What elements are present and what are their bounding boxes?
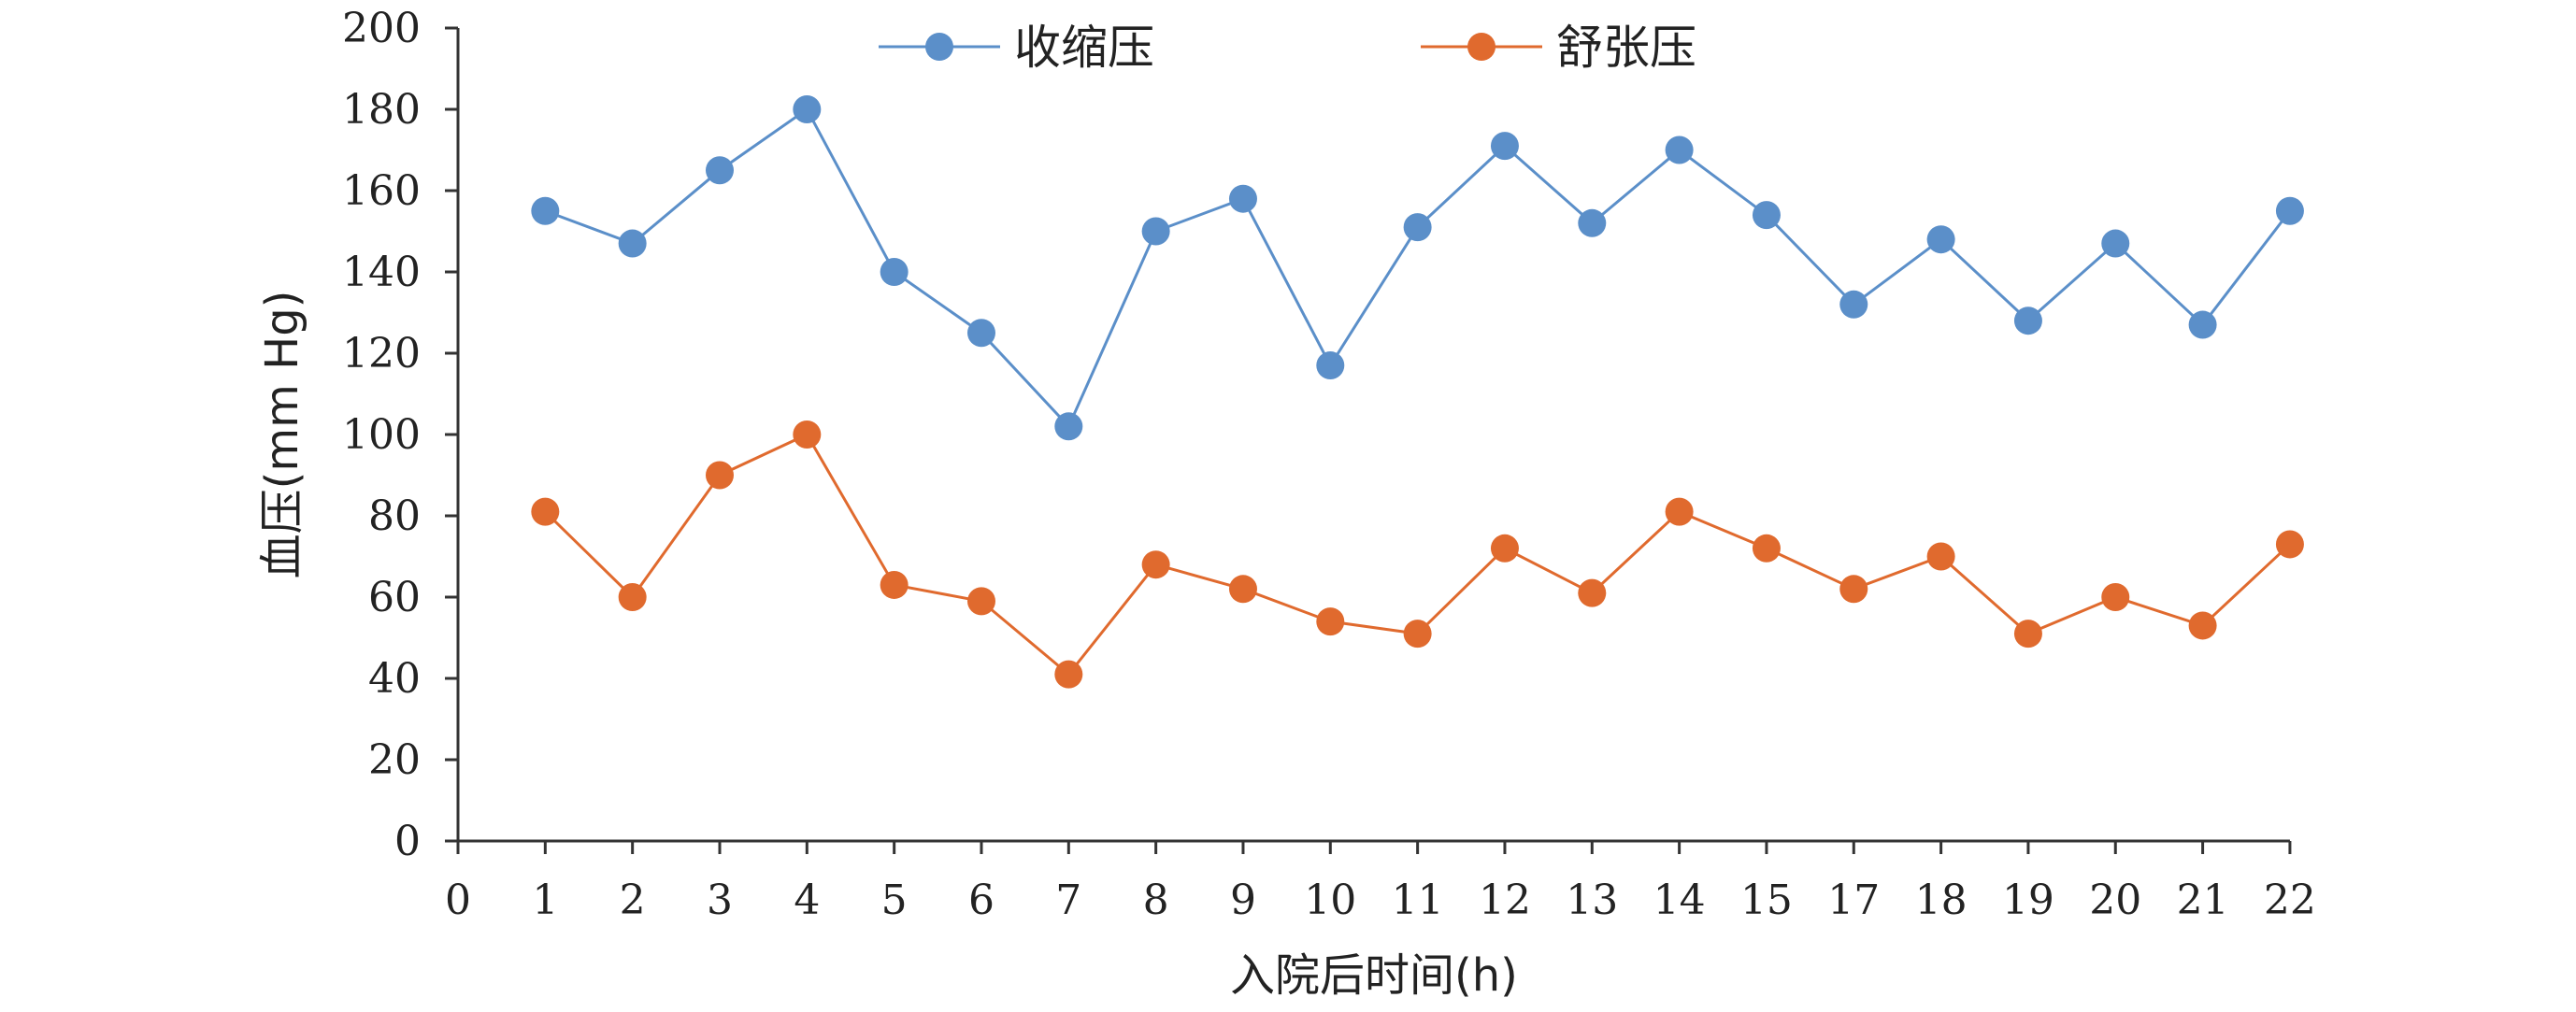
y-tick-label: 20 [368, 736, 421, 784]
y-tick-label: 100 [342, 411, 421, 459]
x-tick-label: 22 [2264, 877, 2316, 924]
x-tick-label: 5 [881, 877, 908, 924]
x-axis-title: 入院后时间(h) [1230, 949, 1518, 1002]
data-point [1054, 660, 1083, 689]
data-point [1926, 542, 1955, 571]
y-tick-label: 160 [342, 167, 421, 215]
x-tick-label: 12 [1479, 877, 1531, 924]
data-point [531, 497, 560, 526]
x-tick-label: 3 [707, 877, 733, 924]
data-point [1316, 607, 1345, 636]
y-tick-label: 180 [342, 86, 421, 134]
data-point [2188, 611, 2217, 640]
legend-marker [925, 33, 953, 61]
data-point [2013, 306, 2042, 335]
x-tick-label: 0 [445, 877, 471, 924]
series-line [544, 107, 2292, 429]
legend-item: 舒张压 [1421, 21, 1696, 75]
data-point [2013, 620, 2042, 649]
data-point [1490, 132, 1519, 161]
data-point [1665, 497, 1694, 526]
data-point [2188, 310, 2217, 339]
series-2 [531, 420, 2304, 689]
data-point [531, 196, 560, 225]
data-point [618, 583, 647, 611]
y-tick-label: 60 [368, 574, 421, 621]
x-tick-label: 4 [794, 877, 820, 924]
y-tick-labels: 0 20 40 60 80 100 120 140 160 180 200 [342, 5, 421, 865]
x-tick-label: 18 [1915, 877, 1968, 924]
data-point [2275, 530, 2304, 559]
data-point [1490, 534, 1519, 563]
data-point [1228, 575, 1257, 604]
data-point [880, 258, 909, 286]
axes [445, 26, 2292, 854]
x-tick-label: 21 [2177, 877, 2229, 924]
x-tick-label: 17 [1827, 877, 1880, 924]
series-1 [531, 95, 2304, 441]
x-tick-label: 8 [1143, 877, 1169, 924]
x-tick-label: 20 [2089, 877, 2141, 924]
data-point [1839, 575, 1868, 604]
data-point [1926, 225, 1955, 254]
data-point [1665, 135, 1694, 164]
data-point [2275, 196, 2304, 225]
x-tick-label: 9 [1230, 877, 1256, 924]
x-tick-label: 19 [2002, 877, 2054, 924]
x-tick-label: 6 [968, 877, 995, 924]
x-tick-label: 2 [620, 877, 646, 924]
data-point [1316, 351, 1345, 380]
y-tick-label: 0 [394, 818, 421, 865]
y-axis-title: 血压(mm Hg) [256, 291, 308, 579]
data-point [1141, 217, 1170, 246]
legend-label: 舒张压 [1556, 21, 1696, 75]
y-tick-label: 80 [368, 492, 421, 540]
x-tick-labels: 0 1 2 3 4 5 6 7 8 9 10 11 12 13 14 15 17 18 19 20 21 22 [445, 877, 2316, 924]
data-point [793, 420, 822, 449]
data-point [793, 95, 822, 123]
x-tick-label: 15 [1740, 877, 1793, 924]
y-tick-label: 40 [368, 655, 421, 703]
data-point [705, 461, 734, 490]
data-point [1228, 184, 1257, 213]
data-point [880, 570, 909, 599]
y-tick-label: 120 [342, 330, 421, 378]
legend-marker [1467, 33, 1496, 61]
x-tick-label: 7 [1055, 877, 1081, 924]
data-point [2101, 229, 2130, 258]
data-point [1578, 578, 1607, 607]
y-tick-label: 140 [342, 249, 421, 296]
x-tick-label: 1 [532, 877, 558, 924]
x-tick-label: 11 [1392, 877, 1444, 924]
data-point [1403, 213, 1432, 242]
data-point [1752, 534, 1781, 563]
legend: 收缩压 舒张压 [879, 21, 1696, 75]
data-point [1141, 550, 1170, 579]
data-point [1578, 208, 1607, 237]
legend-label: 收缩压 [1014, 21, 1154, 75]
data-point [1752, 201, 1781, 230]
data-point [1839, 290, 1868, 319]
y-tick-label: 200 [342, 5, 421, 52]
series-layer [531, 95, 2304, 689]
data-point [1054, 412, 1083, 441]
data-point [705, 156, 734, 185]
x-tick-label: 10 [1304, 877, 1356, 924]
legend-item: 收缩压 [879, 21, 1154, 75]
data-point [1403, 620, 1432, 649]
data-point [618, 229, 647, 258]
data-point [966, 319, 995, 348]
x-tick-label: 13 [1566, 877, 1618, 924]
data-point [966, 587, 995, 616]
data-point [2101, 583, 2130, 611]
x-tick-label: 14 [1653, 877, 1706, 924]
